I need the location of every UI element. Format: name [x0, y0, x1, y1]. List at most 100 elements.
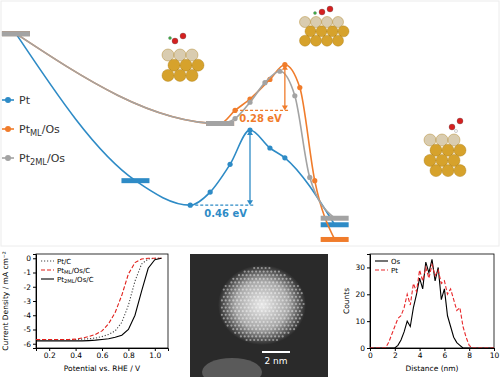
legend-marker: [5, 97, 11, 103]
legend-swatch: [41, 260, 54, 261]
lattice-dot: [234, 310, 236, 312]
lattice-dot: [244, 285, 246, 287]
lattice-dot: [246, 325, 248, 327]
lattice-dot: [225, 285, 227, 287]
tick-label: -6: [24, 340, 32, 349]
lattice-dot: [247, 335, 249, 337]
energy-point: [232, 116, 237, 121]
tick: -4: [24, 311, 36, 320]
lattice-dot: [266, 335, 268, 337]
lattice-dot: [259, 278, 261, 280]
y-axis-title: Current Density / mA cm⁻²: [1, 251, 10, 351]
lattice-dot: [253, 339, 255, 341]
lattice-dot: [246, 296, 248, 298]
lattice-dot: [293, 299, 295, 301]
lattice-dot: [236, 321, 238, 323]
lattice-dot: [278, 292, 280, 294]
tick-label: 0.8: [123, 351, 135, 360]
atom: [300, 17, 311, 28]
barrier-annotation: 0.46 eV: [190, 130, 254, 219]
lattice-dot: [257, 332, 259, 334]
lattice-dot: [257, 267, 259, 269]
lattice-dot: [268, 310, 270, 312]
atom: [442, 144, 454, 156]
atom: [162, 49, 174, 61]
legend-swatch: [41, 269, 54, 270]
atom: [442, 165, 454, 177]
lattice-dot: [247, 271, 249, 273]
lattice-dot: [246, 332, 248, 334]
lattice-dot: [261, 310, 263, 312]
lattice-dot: [223, 317, 225, 319]
lattice-dot: [232, 285, 234, 287]
lattice-dot: [228, 299, 230, 301]
data-line: [36, 258, 161, 339]
lattice-dot: [227, 317, 229, 319]
data-line: [36, 258, 161, 339]
lattice-dot: [295, 317, 297, 319]
lattice-dot: [246, 317, 248, 319]
legend: PtPtML/OsPt2ML/Os: [2, 94, 65, 167]
tick-label: 1.0: [149, 351, 161, 360]
lattice-dot: [232, 314, 234, 316]
lattice-dot: [238, 317, 240, 319]
energy-level: [121, 178, 149, 183]
lattice-dot: [240, 321, 242, 323]
lattice-dot: [246, 289, 248, 291]
lattice-dot: [253, 332, 255, 334]
lattice-dot: [234, 296, 236, 298]
lattice-dot: [240, 292, 242, 294]
lattice-dot: [244, 271, 246, 273]
legend-label: Pt: [391, 267, 398, 275]
lattice-dot: [234, 289, 236, 291]
energy-curve: [16, 34, 335, 225]
lattice-dot: [230, 317, 232, 319]
lattice-dot: [223, 289, 225, 291]
lattice-dot: [285, 292, 287, 294]
label-part: /Os/C: [75, 276, 94, 284]
energy-point: [312, 178, 317, 183]
lattice-dot: [293, 307, 295, 309]
lattice-dot: [265, 325, 267, 327]
lattice-dot: [244, 335, 246, 337]
lattice-dot: [284, 310, 286, 312]
legend-entry: PtML/Os: [2, 123, 60, 138]
lattice-dot: [261, 317, 263, 319]
lattice-dot: [280, 325, 282, 327]
barrier-base: [190, 205, 254, 206]
lattice-dot: [282, 321, 284, 323]
lattice-dot: [249, 332, 251, 334]
lattice-dot: [257, 296, 259, 298]
lattice-dot: [247, 314, 249, 316]
legend-label: PtML/Os/C: [57, 267, 90, 276]
lattice-dot: [242, 317, 244, 319]
lattice-dot: [274, 285, 276, 287]
lattice-dot: [299, 303, 301, 305]
lattice-dot: [232, 321, 234, 323]
lattice-dot: [238, 325, 240, 327]
energy-point: [208, 190, 213, 195]
structure-icon: [162, 33, 204, 81]
lattice-dot: [278, 314, 280, 316]
lattice-dot: [257, 303, 259, 305]
lattice-dot: [276, 289, 278, 291]
lattice-dot: [265, 310, 267, 312]
lattice-dot: [227, 296, 229, 298]
lattice-dot: [223, 296, 225, 298]
lattice-dot: [280, 281, 282, 283]
structure-icons: [162, 6, 466, 177]
lattice-dot: [303, 303, 305, 305]
lattice-dot: [244, 307, 246, 309]
lattice-dot: [251, 271, 253, 273]
lattice-dot: [253, 274, 255, 276]
lattice-dot: [247, 307, 249, 309]
legend-swatch: [375, 269, 388, 270]
lattice-dot: [261, 303, 263, 305]
tick: 0.4: [70, 348, 82, 360]
atom: [448, 154, 460, 166]
lattice-dot: [265, 317, 267, 319]
lattice-dot: [259, 271, 261, 273]
lattice-dot: [259, 314, 261, 316]
atom: [169, 37, 172, 40]
barrier-label: 0.28 eV: [239, 113, 282, 124]
